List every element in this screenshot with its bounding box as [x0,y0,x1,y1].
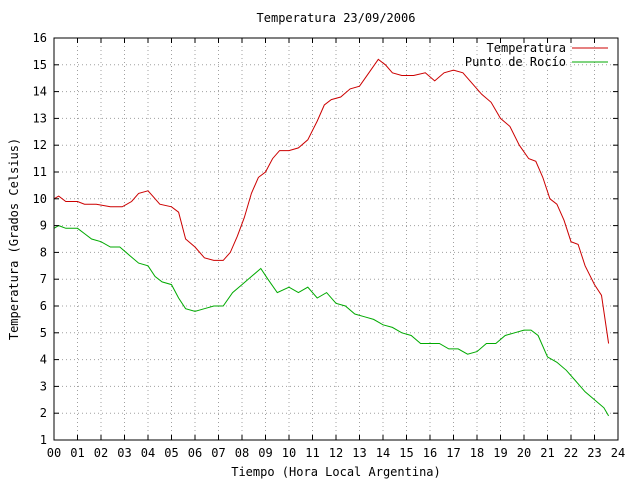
y-tick-label: 14 [33,85,47,99]
x-tick-label: 17 [446,446,460,460]
x-tick-label: 05 [164,446,178,460]
x-tick-label: 04 [141,446,155,460]
x-tick-label: 03 [117,446,131,460]
series-line-temperatura [53,58,610,344]
x-tick-label: 24 [611,446,625,460]
y-tick-label: 3 [40,379,47,393]
y-tick-label: 13 [33,111,47,125]
y-tick-label: 6 [40,299,47,313]
chart-title: Temperatura 23/09/2006 [257,11,416,25]
x-tick-label: 12 [329,446,343,460]
legend-label-temperatura: Temperatura [487,41,566,55]
y-tick-label: 5 [40,326,47,340]
axis-ticks [53,37,619,441]
x-tick-label: 07 [211,446,225,460]
x-tick-label: 06 [188,446,202,460]
legend: Temperatura Punto de Rocío [465,41,608,69]
x-tick-label: 16 [423,446,437,460]
y-tick-label: 2 [40,406,47,420]
x-tick-label: 08 [235,446,249,460]
x-tick-label: 02 [94,446,108,460]
x-tick-label: 00 [47,446,61,460]
y-axis-label: Temperatura (Grados Celsius) [7,138,21,340]
series-line-punto-de-rocio [53,225,610,417]
y-tick-label: 4 [40,353,47,367]
x-tick-label: 01 [70,446,84,460]
x-tick-label: 09 [258,446,272,460]
x-tick-labels: 00 01 02 03 04 05 06 07 08 09 10 11 12 13 14 15 16 17 18 19… [47,446,625,460]
y-tick-label: 8 [40,245,47,259]
x-tick-label: 21 [540,446,554,460]
y-tick-label: 15 [33,58,47,72]
legend-label-punto-de-rocio: Punto de Rocío [465,55,566,69]
y-tick-label: 11 [33,165,47,179]
x-tick-label: 10 [282,446,296,460]
series-lines [53,58,610,417]
y-tick-label: 16 [33,31,47,45]
x-tick-label: 14 [376,446,390,460]
x-tick-label: 13 [352,446,366,460]
x-axis-label: Tiempo (Hora Local Argentina) [231,465,441,479]
x-tick-label: 11 [305,446,319,460]
x-tick-label: 22 [564,446,578,460]
x-tick-label: 23 [587,446,601,460]
y-tick-label: 12 [33,138,47,152]
y-tick-label: 10 [33,192,47,206]
y-tick-label: 7 [40,272,47,286]
x-tick-label: 19 [493,446,507,460]
grid [54,38,618,440]
x-tick-label: 20 [517,446,531,460]
y-tick-label: 9 [40,219,47,233]
y-tick-label: 1 [40,433,47,447]
x-tick-label: 18 [470,446,484,460]
x-tick-label: 15 [399,446,413,460]
